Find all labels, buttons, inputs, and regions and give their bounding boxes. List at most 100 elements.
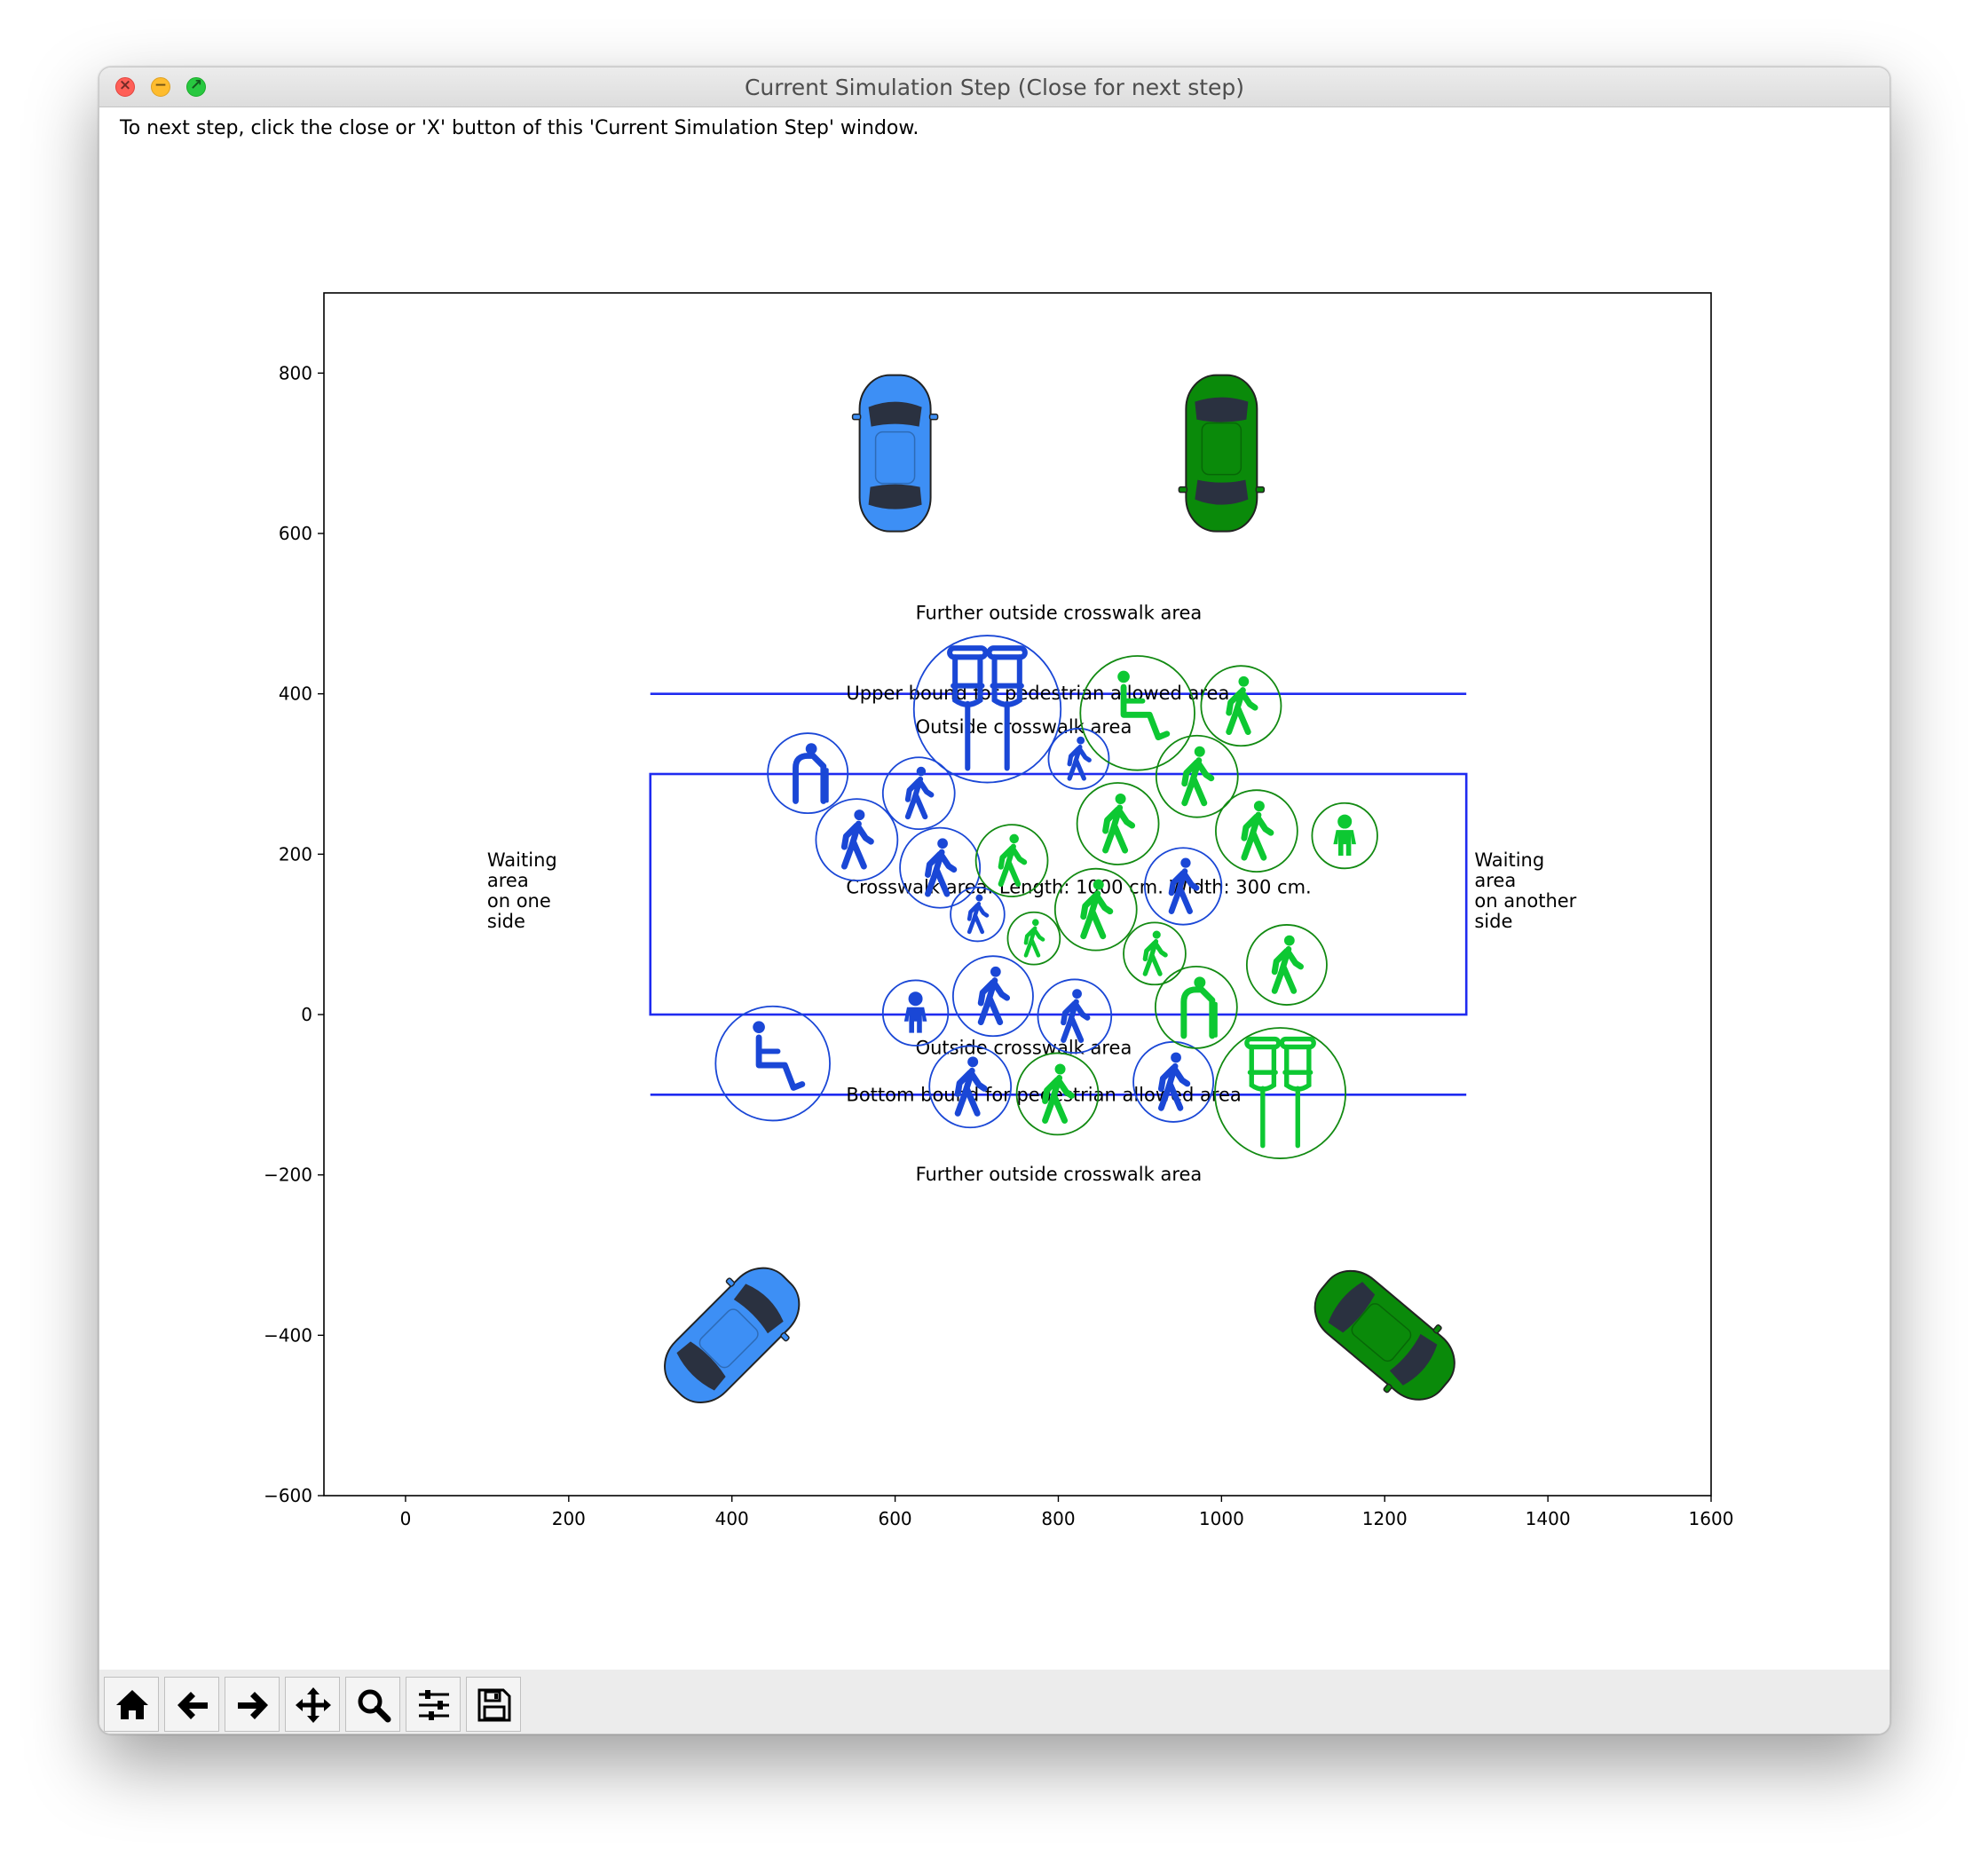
child-head: [908, 991, 923, 1007]
pedestrian-green-child: [1311, 802, 1378, 870]
pedestrian-circle: [1053, 867, 1138, 952]
back-button[interactable]: [164, 1677, 219, 1732]
pedestrian-blue-walker: [815, 798, 899, 881]
pan-button[interactable]: [285, 1677, 340, 1732]
pedestrian-blue-walker: [1132, 1040, 1215, 1123]
y-tick-label: 0: [301, 1004, 312, 1025]
save-button[interactable]: [466, 1677, 521, 1732]
fullscreen-icon: ↗: [189, 76, 203, 94]
pedestrian-green-walker: [1245, 924, 1328, 1006]
waiting-left-label: side: [487, 911, 525, 932]
y-tick-label: 400: [279, 683, 312, 705]
pedestrian-green-walker: [1053, 867, 1138, 952]
car-windshield: [733, 1283, 784, 1334]
close-button[interactable]: ×: [115, 76, 135, 97]
outside-top-label: Outside crosswalk area: [916, 716, 1132, 738]
walker-head: [1194, 746, 1205, 757]
walker-head: [1171, 1052, 1181, 1063]
elderly-body: [1180, 986, 1216, 1039]
walker-head: [1054, 1063, 1066, 1075]
walker-head: [1031, 919, 1039, 927]
walker-body: [1080, 890, 1114, 940]
car-rear-window: [1195, 397, 1249, 423]
pedestrian-circle: [1037, 978, 1113, 1054]
pedestrian-circle: [1155, 734, 1239, 818]
car-windshield: [1389, 1333, 1438, 1386]
home-icon: [116, 1690, 148, 1719]
forward-button[interactable]: [225, 1677, 280, 1732]
waiting-left-label: Waiting: [487, 849, 557, 871]
arrow-left-icon: [178, 1692, 208, 1719]
pedestrian-blue-elderly: [767, 732, 849, 815]
pedestrian-blue-walker: [881, 756, 956, 831]
crutch-shaft: [990, 654, 1024, 771]
walker-body: [1067, 744, 1092, 781]
simulation-window: × − ↗ Current Simulation Step (Close for…: [99, 67, 1890, 1734]
pedestrian-green-walker: [1006, 911, 1061, 966]
pedestrian-circle: [1144, 847, 1223, 926]
y-tick-label: −600: [264, 1485, 312, 1506]
y-tick-label: 200: [279, 843, 312, 865]
maximize-button[interactable]: ↗: [186, 76, 206, 97]
minimize-button[interactable]: −: [151, 76, 170, 97]
car-mirror: [1383, 1383, 1392, 1394]
walker-head: [1283, 935, 1295, 946]
pedestrian-circle: [881, 756, 956, 831]
car-roof: [1351, 1303, 1412, 1362]
move-icon: [296, 1687, 331, 1723]
walker-head: [1180, 857, 1191, 868]
y-tick-label: 800: [279, 362, 312, 383]
walker-head: [1115, 794, 1126, 805]
zoom-button[interactable]: [345, 1677, 400, 1732]
pedestrian-circle: [1200, 665, 1282, 747]
car-roof: [1201, 422, 1242, 476]
car-mirror: [1432, 1324, 1442, 1334]
walker-head: [1238, 675, 1250, 687]
waiting-right-label: side: [1474, 911, 1512, 932]
pedestrian-green-walker: [1200, 665, 1282, 747]
waiting-right-label: Waiting: [1474, 849, 1544, 871]
car-rear-window: [868, 484, 922, 509]
car-green: [1178, 374, 1266, 533]
car-rear-window: [1328, 1282, 1376, 1333]
car-rear-window: [676, 1341, 726, 1391]
waiting-right-label: on another: [1474, 890, 1576, 912]
walker-body: [1061, 999, 1091, 1043]
pedestrian-circle: [950, 886, 1006, 943]
walker-body: [1142, 939, 1168, 976]
walker-head: [1077, 736, 1085, 745]
pedestrian-green-walker: [1123, 921, 1187, 986]
child-head: [1337, 814, 1353, 829]
walker-body: [1241, 811, 1274, 861]
pedestrian-circle: [1047, 727, 1110, 790]
walker-body: [1168, 868, 1200, 914]
x-tick-label: 400: [715, 1508, 749, 1529]
title-bar[interactable]: × − ↗ Current Simulation Step (Close for…: [99, 67, 1889, 107]
pedestrian-green-walker: [1155, 734, 1239, 818]
configure-subplots-button[interactable]: [406, 1677, 461, 1732]
walker-head: [1152, 930, 1161, 939]
floppy-disk-icon: [477, 1688, 511, 1722]
further-outside-bottom-label: Further outside crosswalk area: [916, 1164, 1203, 1185]
pedestrian-green-walker: [974, 824, 1049, 897]
walker-head: [975, 894, 983, 902]
walker-body: [1042, 1074, 1076, 1124]
pedestrian-blue-walker: [1037, 978, 1113, 1054]
crutch-top: [1244, 1036, 1282, 1050]
car-mirror: [780, 1331, 790, 1342]
car-windshield: [1195, 479, 1249, 505]
pedestrian-green-walker: [1076, 782, 1160, 865]
home-button[interactable]: [104, 1677, 159, 1732]
pedestrian-blue-walker: [950, 886, 1006, 943]
simulation-plot[interactable]: 0 200 400 600 800 1000 1200 1400 1600 800 600 400 20…: [99, 67, 1889, 1665]
waiting-right-label: area: [1474, 870, 1516, 891]
car-blue: [851, 374, 939, 533]
close-icon: ×: [118, 76, 132, 94]
elderly-head: [1194, 976, 1206, 989]
car-mirror: [1178, 486, 1188, 494]
crutch-top: [947, 645, 989, 660]
walker-body: [1157, 1062, 1191, 1111]
x-tick-label: 200: [552, 1508, 586, 1529]
x-tick-label: 1600: [1689, 1508, 1734, 1529]
waiting-left-label: on one: [487, 890, 551, 912]
